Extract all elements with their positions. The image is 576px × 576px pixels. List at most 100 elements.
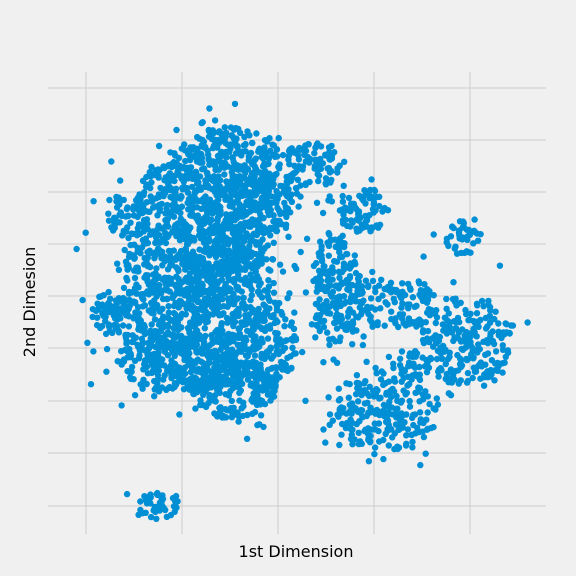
scatter-point [361, 400, 369, 407]
scatter-point [302, 142, 309, 149]
scatter-point [450, 337, 457, 345]
scatter-point [241, 189, 248, 197]
scatter-point [176, 290, 184, 297]
scatter-point [149, 271, 157, 278]
scatter-point [280, 209, 287, 217]
scatter-point [371, 186, 378, 194]
scatter-point [214, 298, 222, 305]
scatter-point [291, 169, 299, 176]
scatter-point [317, 311, 324, 319]
scatter-point [118, 361, 125, 368]
scatter-point [165, 274, 172, 281]
scatter-point [342, 326, 349, 333]
scatter-point [464, 377, 471, 385]
scatter-point [391, 378, 399, 385]
scatter-point [258, 375, 266, 383]
scatter-point [164, 201, 171, 209]
scatter-point [268, 313, 275, 320]
scatter-point [372, 364, 379, 372]
scatter-point [270, 175, 277, 183]
scatter-point [171, 343, 178, 350]
scatter-point [180, 377, 188, 384]
scatter-point [187, 386, 194, 393]
scatter-point [181, 253, 188, 260]
scatter-point [166, 184, 174, 191]
scatter-point [169, 338, 176, 345]
scatter-point [460, 220, 467, 227]
scatter-point [115, 266, 123, 273]
scatter-point [416, 291, 423, 298]
scatter-point [264, 175, 272, 182]
scatter-point [208, 135, 216, 143]
scatter-point [204, 264, 211, 271]
scatter-point [380, 401, 388, 409]
scatter-point [136, 310, 143, 317]
scatter-point [320, 359, 327, 366]
scatter-point [164, 231, 172, 238]
scatter-point [137, 210, 144, 217]
scatter-point [251, 352, 259, 359]
scatter-point [339, 198, 347, 205]
scatter-point [484, 340, 492, 347]
scatter-point [230, 364, 237, 371]
scatter-point [265, 277, 272, 284]
scatter-point [403, 432, 410, 439]
scatter-point [335, 385, 342, 392]
scatter-point [452, 295, 459, 302]
scatter-point [157, 505, 165, 512]
scatter-point [136, 347, 144, 354]
scatter-point [252, 184, 259, 191]
scatter-point [231, 313, 238, 320]
scatter-point [157, 239, 164, 246]
scatter-point [407, 286, 414, 293]
scatter-point [230, 301, 237, 308]
scatter-point [412, 430, 419, 437]
scatter-point [152, 276, 160, 283]
scatter-point [108, 224, 115, 231]
scatter-point [443, 239, 450, 246]
scatter-point [235, 383, 242, 391]
scatter-point [183, 227, 190, 234]
scatter-point [343, 380, 350, 387]
scatter-point [141, 302, 149, 309]
scatter-point [190, 146, 198, 153]
scatter-point [230, 338, 237, 345]
scatter-point [458, 356, 465, 364]
scatter-point [432, 319, 439, 327]
scatter-point [147, 513, 155, 521]
scatter-point [193, 271, 200, 278]
scatter-point [373, 222, 380, 229]
scatter-point [326, 336, 333, 343]
scatter-point [284, 180, 291, 187]
scatter-point [242, 148, 249, 155]
scatter-point [169, 294, 176, 302]
scatter-point [222, 361, 229, 368]
scatter-point [255, 148, 262, 155]
scatter-point [197, 150, 205, 158]
scatter-point [166, 383, 173, 391]
scatter-point [265, 189, 272, 196]
scatter-point [304, 153, 312, 161]
scatter-point [218, 231, 225, 238]
scatter-point [122, 311, 129, 318]
scatter-point [320, 323, 328, 331]
scatter-point [453, 250, 461, 257]
scatter-point [90, 348, 97, 355]
scatter-point [229, 199, 237, 206]
scatter-point [245, 316, 253, 323]
scatter-point [192, 359, 199, 367]
scatter-point [242, 259, 249, 266]
scatter-point [262, 169, 269, 176]
scatter-point [285, 233, 292, 240]
scatter-point [139, 340, 146, 347]
scatter-point [243, 435, 251, 442]
scatter-point [155, 193, 163, 201]
scatter-point [390, 295, 397, 303]
scatter-point [446, 349, 453, 356]
scatter-point [221, 258, 228, 265]
scatter-point [471, 216, 478, 223]
scatter-point [387, 284, 394, 292]
scatter-point [339, 192, 346, 200]
scatter-point [367, 313, 374, 320]
